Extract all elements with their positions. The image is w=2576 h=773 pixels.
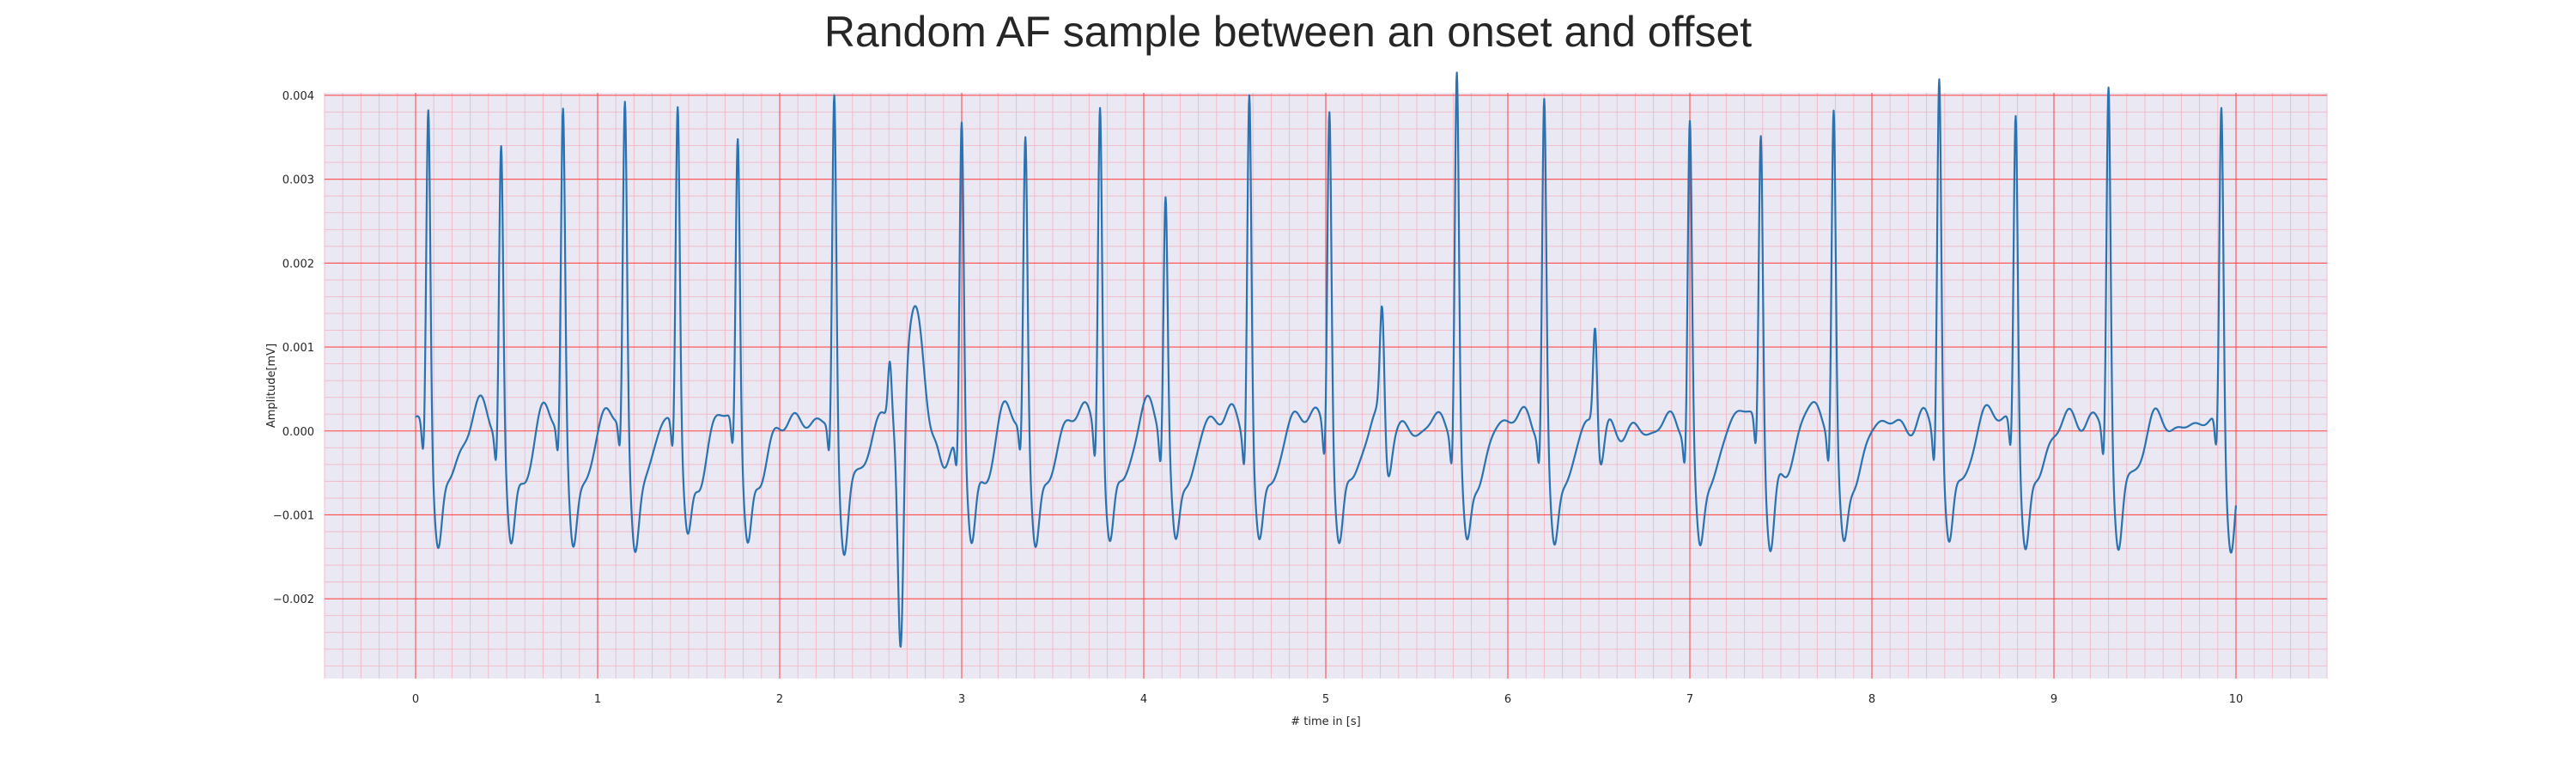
x-tick-label: 6 [1504, 693, 1511, 706]
x-tick-label: 2 [776, 693, 783, 706]
y-tick-label: 0.002 [283, 258, 314, 271]
x-tick-label: 5 [1322, 693, 1329, 706]
x-axis-label: # time in [s] [1291, 715, 1360, 728]
x-tick-label: 0 [412, 693, 419, 706]
x-tick-label: 3 [958, 693, 965, 706]
x-axis-ticks: 0 1 2 3 4 5 6 7 8 9 10 [412, 693, 2243, 706]
y-tick-label: 0.001 [283, 342, 314, 355]
x-tick-label: 1 [594, 693, 601, 706]
y-tick-label: 0.003 [283, 174, 314, 187]
x-tick-label: 4 [1140, 693, 1147, 706]
y-tick-label: 0.004 [283, 90, 314, 103]
x-tick-label: 8 [1868, 693, 1875, 706]
x-tick-label: 9 [2050, 693, 2057, 706]
ecg-series-line [415, 71, 2238, 648]
x-tick-label: 7 [1686, 693, 1693, 706]
x-tick-label: 10 [2229, 693, 2244, 706]
chart-title: Random AF sample between an onset and of… [823, 8, 1753, 56]
y-tick-label: 0.000 [283, 426, 314, 439]
y-axis-label: Amplitude[mV] [265, 344, 278, 428]
y-axis-ticks: −0.002 −0.001 0.000 0.001 0.002 0.003 0.004 [273, 90, 314, 606]
y-tick-label: −0.001 [273, 509, 314, 522]
y-tick-label: −0.002 [273, 593, 314, 606]
